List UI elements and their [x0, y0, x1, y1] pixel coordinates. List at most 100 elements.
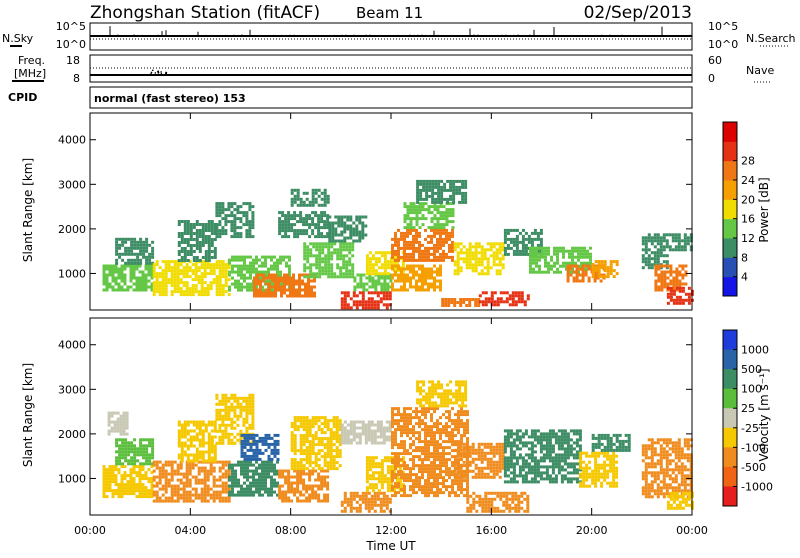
- data-cell: [198, 470, 201, 473]
- data-cell: [350, 297, 353, 300]
- data-cell: [415, 416, 418, 419]
- data-cell: [359, 510, 362, 513]
- data-cell: [667, 296, 670, 299]
- data-cell: [416, 223, 419, 226]
- data-cell: [337, 234, 340, 237]
- data-cell: [234, 479, 237, 482]
- data-cell: [394, 250, 397, 253]
- data-cell: [290, 491, 293, 494]
- data-cell: [253, 295, 256, 298]
- data-cell: [270, 259, 273, 262]
- data-cell: [121, 265, 124, 268]
- data-cell: [383, 303, 386, 306]
- data-cell: [202, 421, 205, 424]
- data-cell: [434, 186, 437, 189]
- data-cell: [375, 486, 378, 489]
- data-cell: [430, 253, 433, 256]
- data-cell: [446, 198, 449, 201]
- data-cell: [389, 501, 392, 504]
- data-cell: [216, 284, 219, 287]
- data-cell: [281, 235, 284, 238]
- data-cell: [334, 222, 337, 225]
- data-cell: [512, 297, 515, 300]
- data-cell: [389, 280, 392, 283]
- data-cell: [193, 439, 196, 442]
- data-cell: [368, 504, 371, 507]
- data-cell: [267, 467, 270, 470]
- data-cell: [418, 241, 421, 244]
- data-cell: [496, 251, 499, 254]
- data-cell: [314, 223, 317, 226]
- data-cell: [171, 500, 174, 503]
- data-cell: [265, 437, 268, 440]
- data-cell: [507, 244, 510, 247]
- data-cell: [318, 443, 321, 446]
- data-cell: [156, 491, 159, 494]
- data-cell: [582, 265, 585, 268]
- data-cell: [296, 485, 299, 488]
- data-cell: [574, 247, 577, 250]
- data-cell: [323, 226, 326, 229]
- data-cell: [276, 265, 279, 268]
- data-cell: [180, 290, 183, 293]
- data-cell: [681, 277, 684, 280]
- data-cell: [381, 480, 384, 483]
- data-cell: [251, 394, 254, 397]
- data-cell: [225, 278, 228, 281]
- data-cell: [567, 277, 570, 280]
- data-cell: [381, 483, 384, 486]
- data-cell: [437, 205, 440, 208]
- data-cell: [274, 443, 277, 446]
- data-cell: [245, 217, 248, 220]
- data-cell: [218, 424, 221, 427]
- data-cell: [568, 262, 571, 265]
- data-cell: [336, 449, 339, 452]
- beam-label: Beam 11: [356, 4, 423, 22]
- data-cell: [187, 253, 190, 256]
- data-cell: [291, 189, 294, 192]
- data-cell: [433, 232, 436, 235]
- data-cell: [310, 286, 313, 289]
- data-cell: [267, 280, 270, 283]
- data-cell: [418, 268, 421, 271]
- data-cell: [309, 201, 312, 204]
- data-cell: [654, 260, 657, 263]
- data-cell: [383, 277, 386, 280]
- data-cell: [368, 507, 371, 510]
- data-cell: [368, 300, 371, 303]
- data-cell: [139, 489, 142, 492]
- data-cell: [270, 488, 273, 491]
- data-cell: [378, 257, 381, 260]
- data-cell: [362, 501, 365, 504]
- data-cell: [312, 275, 315, 278]
- data-cell: [415, 431, 418, 434]
- data-cell: [672, 236, 675, 239]
- data-cell: [353, 498, 356, 501]
- nave-tick-top: 60: [708, 54, 722, 67]
- data-cell: [510, 229, 513, 232]
- data-cell: [321, 257, 324, 260]
- data-cell: [251, 211, 254, 214]
- data-cell: [261, 265, 264, 268]
- data-cell: [136, 495, 139, 498]
- data-cell: [461, 192, 464, 195]
- data-cell: [490, 266, 493, 269]
- data-cell: [538, 253, 541, 256]
- data-cell: [222, 275, 225, 278]
- data-cell: [490, 245, 493, 248]
- data-cell: [287, 473, 290, 476]
- data-cell: [598, 260, 601, 263]
- data-cell: [215, 442, 218, 445]
- data-cell: [320, 488, 323, 491]
- data-cell: [394, 461, 397, 464]
- data-cell: [409, 241, 412, 244]
- data-cell: [529, 247, 532, 250]
- data-cell: [190, 223, 193, 226]
- data-cell: [265, 283, 268, 286]
- data-cell: [409, 467, 412, 470]
- data-cell: [183, 476, 186, 479]
- data-cell: [315, 455, 318, 458]
- data-cell: [285, 256, 288, 259]
- data-cell: [136, 489, 139, 492]
- data-cell: [255, 262, 258, 265]
